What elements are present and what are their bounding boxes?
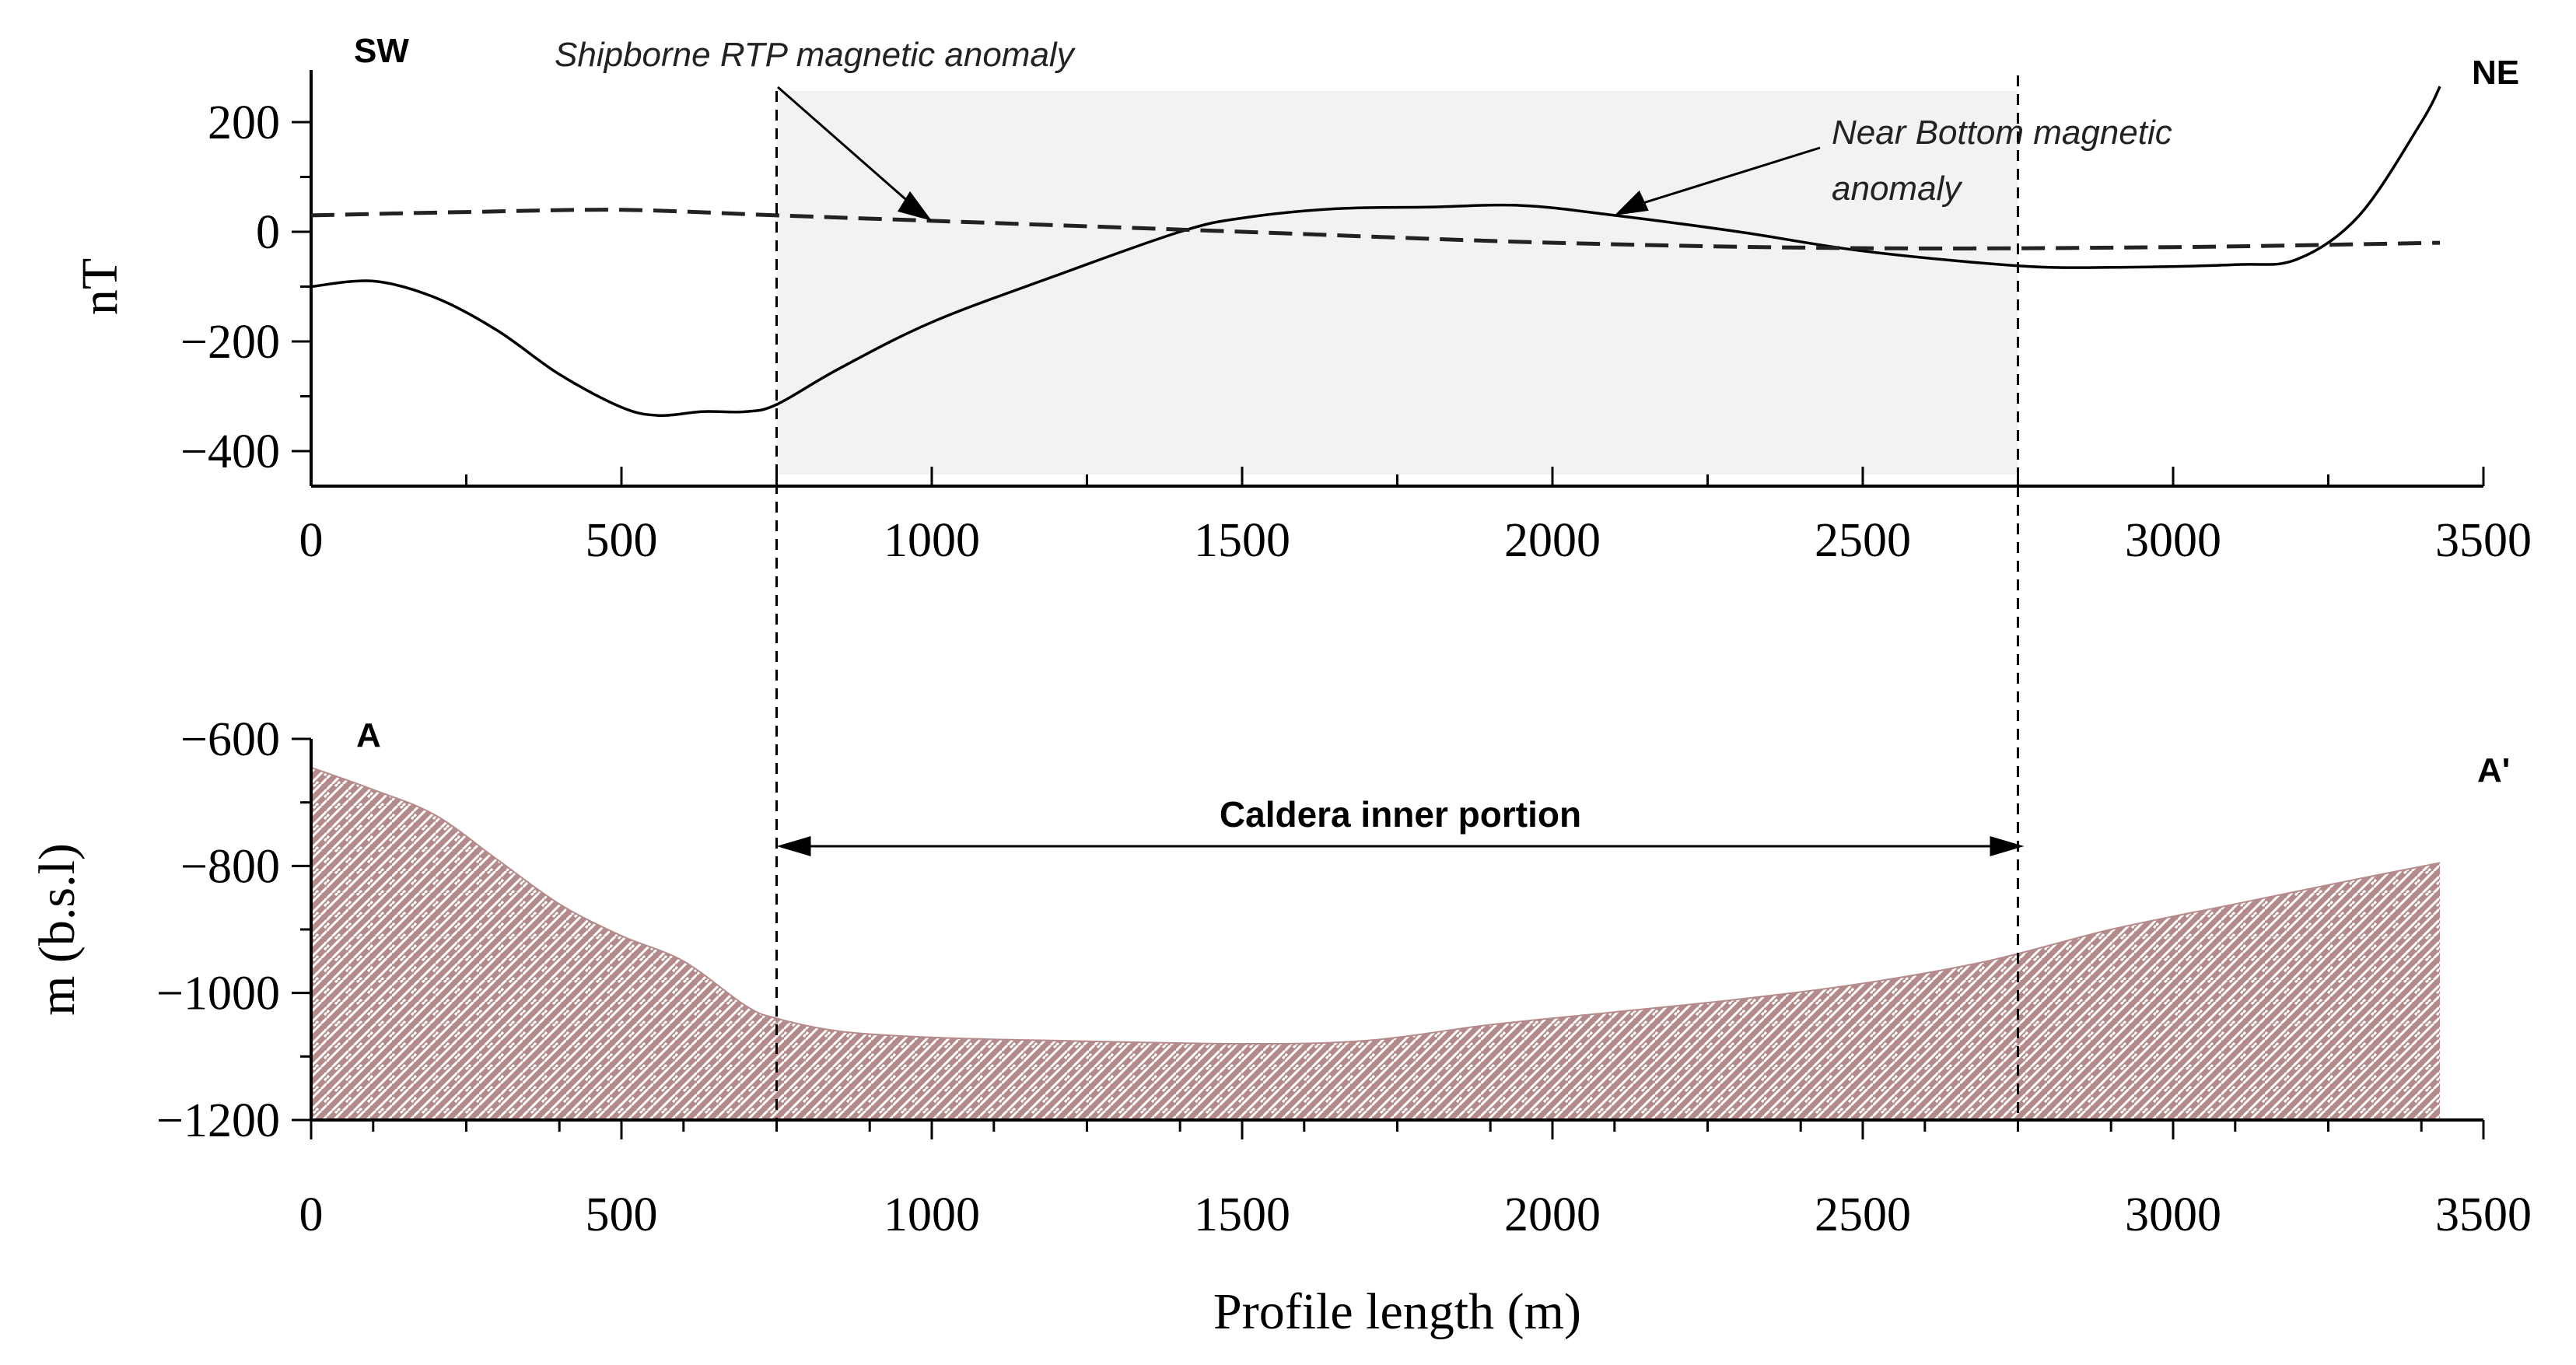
bottom-x-tick-label: 1500 xyxy=(1194,1188,1290,1241)
caldera-label: Caldera inner portion xyxy=(1220,794,1581,835)
shipborne-arrowhead xyxy=(898,191,932,221)
top-x-tick-label: 1000 xyxy=(884,514,980,567)
caldera-arrowhead-left xyxy=(776,836,811,856)
bottom-y-tick-label: −600 xyxy=(180,713,280,766)
top-y-axis-title: nT xyxy=(72,258,128,315)
bottom-y-tick-label: −1000 xyxy=(156,968,280,1020)
caldera-arrowhead-right xyxy=(1990,836,2025,856)
magnetic-anomaly-chart: 0 500 1000 1500 2000 2500 3000 35002000−200−400… xyxy=(72,32,2532,567)
bottom-x-tick-label: 2500 xyxy=(1815,1188,1911,1241)
shipborne-arrow xyxy=(777,86,919,212)
bottom-axis-ticks: 0 500 1000 1500 2000 2500 3000 3500 −600 −800 −100… xyxy=(156,713,2532,1241)
top-x-tick-label: 3500 xyxy=(2435,514,2532,567)
bottom-x-axis-title: Profile length (m) xyxy=(1213,1283,1581,1340)
near-bottom-arrowhead xyxy=(1614,190,1649,215)
top-y-tick-label: −200 xyxy=(180,316,280,369)
bottom-y-tick-label: −800 xyxy=(180,840,280,893)
top-x-tick-label: 500 xyxy=(586,514,658,567)
top-y-tick-label: 0 xyxy=(256,206,280,259)
top-y-tick-label: 200 xyxy=(208,96,280,149)
caldera-shaded-region xyxy=(776,91,2018,474)
bottom-y-axis-title: m (b.s.l) xyxy=(29,843,86,1016)
corner-label-sw: SW xyxy=(354,32,409,70)
shipborne-rtp-magnetic-line xyxy=(310,208,2441,250)
bathymetry-outline xyxy=(310,766,2441,1045)
bottom-x-tick-label: 500 xyxy=(586,1188,658,1241)
bottom-x-tick-label: 3500 xyxy=(2435,1188,2532,1241)
bottom-x-tick-label: 2000 xyxy=(1504,1188,1601,1241)
near-bottom-arrow xyxy=(1628,146,1821,209)
bottom-x-tick-label: 3000 xyxy=(2125,1188,2221,1241)
near-bottom-annotation-line2: anomaly xyxy=(1832,170,1963,208)
bottom-x-tick-label: 1000 xyxy=(884,1188,980,1241)
top-x-tick-label: 2000 xyxy=(1504,514,1601,567)
corner-label-ne: NE xyxy=(2472,54,2519,92)
near-bottom-annotation-line1: Near Bottom magnetic xyxy=(1832,114,2172,152)
corner-label-a-prime: A' xyxy=(2477,751,2510,789)
top-x-tick-label: 2500 xyxy=(1815,514,1911,567)
bottom-x-tick-label: 0 xyxy=(299,1188,324,1241)
top-x-tick-label: 1500 xyxy=(1194,514,1290,567)
top-y-tick-label: −400 xyxy=(180,425,280,478)
top-x-tick-label: 3000 xyxy=(2125,514,2221,567)
corner-label-a: A xyxy=(356,716,381,754)
bottom-y-tick-label: −1200 xyxy=(156,1094,280,1147)
shipborne-annotation: Shipborne RTP magnetic anomaly xyxy=(555,36,1076,74)
top-x-tick-label: 0 xyxy=(299,514,324,567)
bathymetry-chart: 0 500 1000 1500 2000 2500 3000 3500 −600 −800 −100… xyxy=(29,713,2532,1340)
near-bottom-magnetic-line xyxy=(310,86,2441,418)
